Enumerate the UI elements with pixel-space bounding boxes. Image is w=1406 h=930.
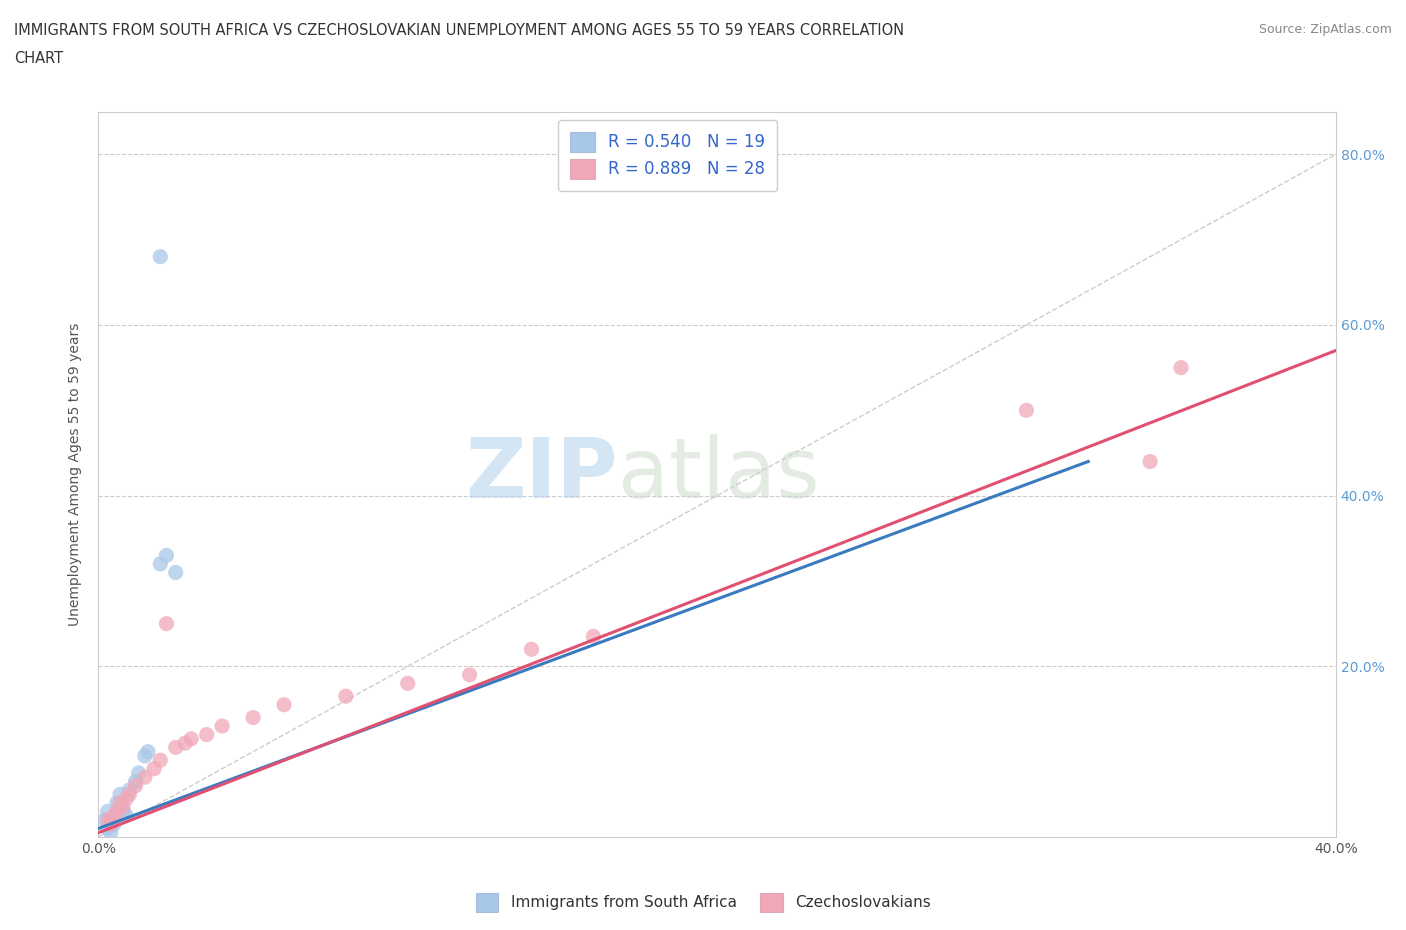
Point <box>273 698 295 712</box>
Point <box>136 744 159 759</box>
Point <box>149 249 172 264</box>
Point <box>211 719 233 734</box>
Point <box>149 556 172 571</box>
Point <box>582 629 605 644</box>
Text: CHART: CHART <box>14 51 63 66</box>
Point <box>124 774 146 789</box>
Point <box>108 795 131 810</box>
Point <box>180 731 202 746</box>
Point <box>105 795 128 810</box>
Point <box>100 825 122 840</box>
Point <box>520 642 543 657</box>
Point <box>155 548 177 563</box>
Point <box>149 752 172 767</box>
Point <box>335 689 357 704</box>
Point <box>115 791 138 806</box>
Point <box>458 668 481 683</box>
Point <box>155 617 177 631</box>
Point <box>105 804 128 818</box>
Point <box>118 787 141 802</box>
Point <box>112 800 135 815</box>
Y-axis label: Unemployment Among Ages 55 to 59 years: Unemployment Among Ages 55 to 59 years <box>69 323 83 626</box>
Legend: Immigrants from South Africa, Czechoslovakians: Immigrants from South Africa, Czechoslov… <box>470 887 936 918</box>
Point <box>165 740 187 755</box>
Point <box>97 804 120 818</box>
Point <box>128 765 150 780</box>
Text: atlas: atlas <box>619 433 820 515</box>
Point <box>124 778 146 793</box>
Point <box>1170 360 1192 375</box>
Point <box>93 813 115 828</box>
Text: IMMIGRANTS FROM SOUTH AFRICA VS CZECHOSLOVAKIAN UNEMPLOYMENT AMONG AGES 55 TO 59: IMMIGRANTS FROM SOUTH AFRICA VS CZECHOSL… <box>14 23 904 38</box>
Point <box>103 808 125 823</box>
Point <box>108 787 131 802</box>
Point <box>134 770 156 785</box>
Point <box>1139 454 1161 469</box>
Point <box>174 736 197 751</box>
Point <box>1015 403 1038 418</box>
Point <box>396 676 419 691</box>
Text: Source: ZipAtlas.com: Source: ZipAtlas.com <box>1258 23 1392 36</box>
Point <box>134 749 156 764</box>
Point <box>165 565 187 580</box>
Point <box>103 817 125 831</box>
Point <box>195 727 218 742</box>
Point <box>118 783 141 798</box>
Point <box>97 821 120 836</box>
Text: ZIP: ZIP <box>465 433 619 515</box>
Point <box>97 813 120 828</box>
Point <box>100 813 122 828</box>
Point <box>100 817 122 831</box>
Point <box>112 804 135 818</box>
Legend: R = 0.540   N = 19, R = 0.889   N = 28: R = 0.540 N = 19, R = 0.889 N = 28 <box>558 120 778 191</box>
Point <box>242 711 264 725</box>
Point <box>115 808 138 823</box>
Point <box>143 762 166 777</box>
